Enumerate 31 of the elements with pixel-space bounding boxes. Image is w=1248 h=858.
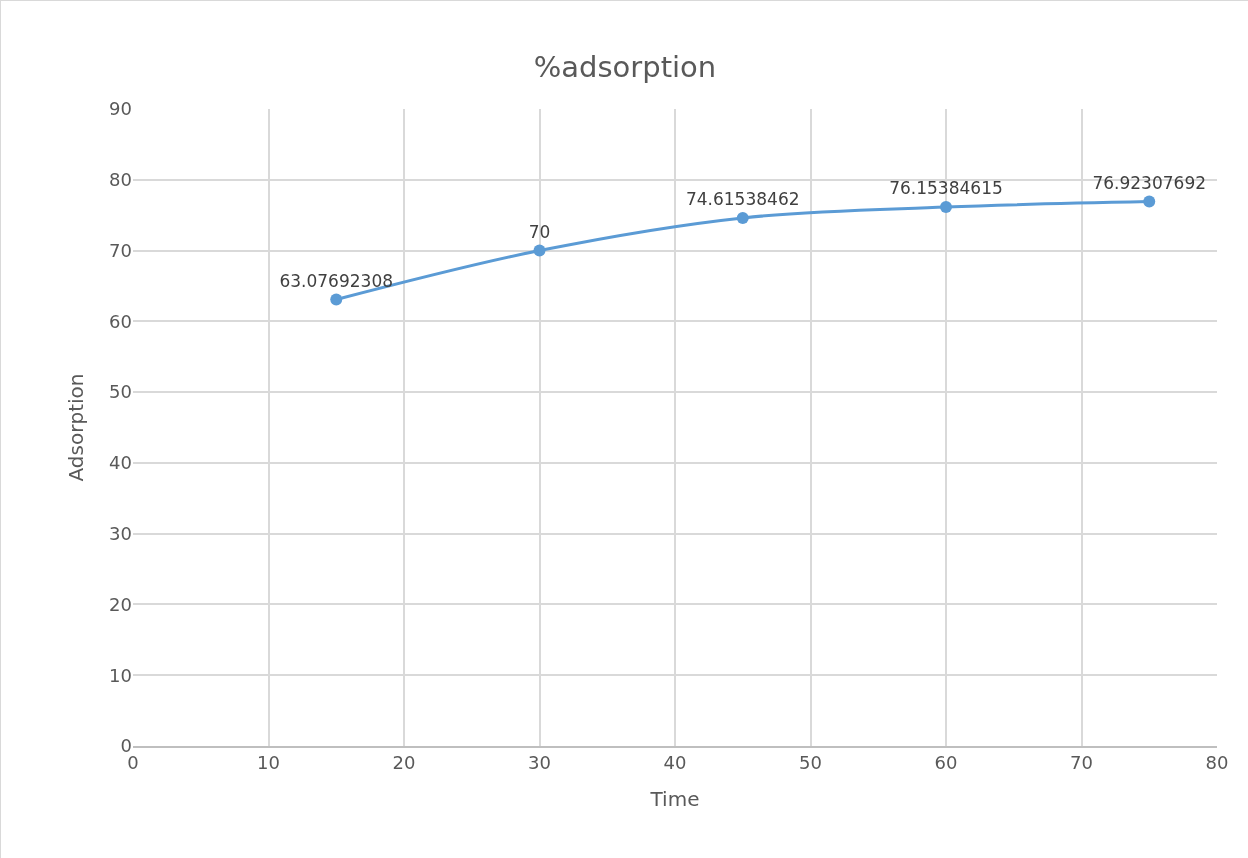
data-label: 76.92307692 [1092, 172, 1207, 193]
x-axis-title: Time [649, 787, 700, 812]
point [940, 201, 952, 213]
y-tick-label: 30 [109, 522, 132, 544]
chart-title: %adsorption [533, 50, 717, 85]
point [533, 244, 546, 257]
x-tick-label: 80 [1205, 752, 1229, 774]
y-tick-label: 50 [109, 381, 132, 403]
point [736, 211, 749, 224]
point [1143, 195, 1156, 208]
y-tick-label: 60 [109, 310, 132, 332]
data-label: 76.15384615 [889, 178, 1003, 199]
x-tick-label: 60 [934, 752, 958, 774]
y-axis-title: Adsorption [63, 373, 88, 482]
y-tick-label: 40 [109, 452, 132, 474]
y-tick-label: 70 [109, 239, 132, 261]
data-label: 63.07692308 [279, 270, 394, 291]
data-label: 70 [528, 221, 551, 242]
y-tick-label: 80 [109, 169, 132, 191]
point [330, 293, 343, 306]
data-label: 74.61538462 [685, 189, 800, 210]
y-tick-label: 90 [109, 98, 132, 120]
y-tick-label: 0 [120, 735, 132, 757]
y-tick-label: 10 [109, 664, 132, 686]
x-tick-label: 50 [799, 752, 822, 774]
x-tick-label: 40 [663, 752, 687, 774]
y-tick-label: 20 [109, 593, 132, 615]
x-tick-label: 70 [1070, 752, 1093, 774]
x-tick-label: 20 [392, 752, 416, 774]
x-tick-label: 10 [257, 752, 280, 774]
x-tick-label: 30 [528, 752, 551, 774]
